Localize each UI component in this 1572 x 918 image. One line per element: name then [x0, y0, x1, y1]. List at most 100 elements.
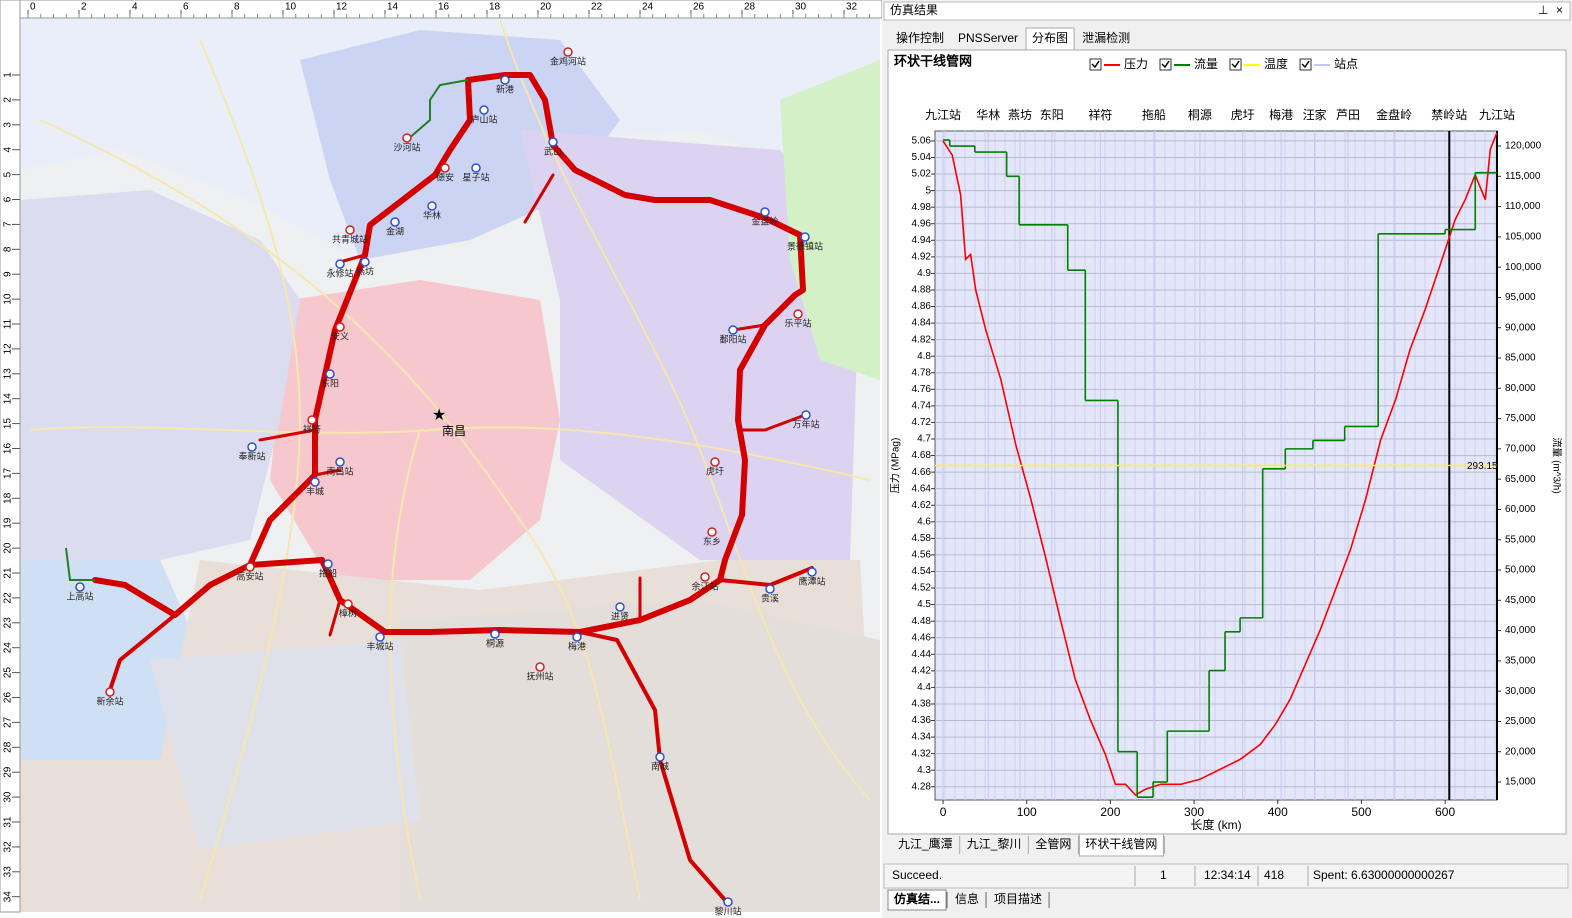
x-tick-label: 400 [1268, 805, 1288, 819]
station-marker[interactable] [572, 632, 582, 642]
station-marker[interactable] [75, 582, 85, 592]
station-marker[interactable] [310, 477, 320, 487]
station-marker[interactable] [105, 687, 115, 697]
station-marker[interactable] [335, 322, 345, 332]
station-marker[interactable] [793, 309, 803, 319]
station-marker[interactable] [427, 201, 437, 211]
status-bar: Succeed. 1 12:34:14 418 Spent: 6.63000000000… [883, 863, 1569, 889]
tab[interactable]: PNSServer [958, 31, 1018, 45]
station-marker[interactable] [655, 752, 665, 762]
legend-label: 站点 [1334, 57, 1358, 71]
station-label: 拖船 [1142, 108, 1166, 122]
task-tab-active [887, 889, 947, 911]
station-marker[interactable] [710, 457, 720, 467]
station-marker[interactable] [323, 559, 333, 569]
station-label: 拖船 [319, 567, 337, 578]
ruler-label: 17 [3, 467, 14, 479]
y2-tick-label: 60,000 [1505, 504, 1536, 515]
station-marker[interactable] [375, 632, 385, 642]
station-marker[interactable] [707, 527, 717, 537]
station-label: 万年站 [792, 418, 819, 429]
close-icon[interactable]: × [1556, 3, 1563, 17]
status-cell: 12:34:14 [1204, 868, 1251, 882]
ruler-label: 4 [3, 146, 14, 152]
ruler-label: 22 [591, 2, 603, 13]
ruler-label: 30 [3, 791, 14, 803]
station-marker[interactable] [800, 232, 810, 242]
station-marker[interactable] [335, 259, 345, 269]
station-marker[interactable] [563, 47, 573, 57]
station-marker[interactable] [760, 207, 770, 217]
value-label: 293.15 [1467, 461, 1498, 472]
station-marker[interactable] [335, 457, 345, 467]
ruler-label: 30 [795, 2, 807, 13]
y-tick-label: 4.52 [912, 583, 932, 594]
y-tick-label: 4.56 [912, 550, 932, 561]
station-label: 沙河站 [393, 141, 420, 152]
legend-checkbox[interactable] [1299, 58, 1312, 71]
sheet-tab[interactable]: 环状干线管网 [1085, 836, 1157, 851]
station-marker[interactable] [490, 629, 500, 639]
tab[interactable]: 泄漏检测 [1082, 30, 1130, 45]
station-marker[interactable] [479, 105, 489, 115]
station-marker[interactable] [615, 602, 625, 612]
station-marker[interactable] [548, 137, 558, 147]
station-marker[interactable] [728, 325, 738, 335]
y-tick-label: 4.68 [912, 450, 932, 461]
station-marker[interactable] [807, 567, 817, 577]
ruler-label: 24 [642, 2, 654, 13]
station-marker[interactable] [390, 217, 400, 227]
station-marker[interactable] [801, 410, 811, 420]
station-marker[interactable] [440, 163, 450, 173]
x-tick-label: 100 [1017, 805, 1037, 819]
x-tick-label: 600 [1435, 805, 1455, 819]
y-tick-label: 4.82 [912, 334, 932, 345]
x-tick-label: 200 [1100, 805, 1120, 819]
sheet-tab[interactable]: 九江_黎川 [967, 837, 1022, 851]
taskbar: 仿真结... 信息 项目描述 [887, 889, 1050, 911]
status-bg [883, 863, 1569, 889]
tabs: 操作控制 PNSServer 分布图 泄漏检测 [896, 27, 1130, 51]
station-marker[interactable] [471, 163, 481, 173]
task-tab[interactable]: 仿真结... [894, 891, 940, 906]
y-tick-label: 5.02 [912, 169, 932, 180]
station-marker[interactable] [343, 599, 353, 609]
station-label: 金盘岭 [1376, 107, 1412, 122]
station-marker[interactable] [500, 75, 510, 85]
station-label: 汪家 [1303, 107, 1327, 122]
chart-title: 环状干线管网 [894, 53, 972, 68]
station-label: 樟树 [339, 607, 357, 618]
station-marker[interactable] [245, 562, 255, 572]
station-marker[interactable] [247, 442, 257, 452]
legend-checkbox[interactable] [1089, 58, 1102, 71]
station-marker[interactable] [723, 897, 733, 907]
station-marker[interactable] [307, 415, 317, 425]
ruler-label: 16 [438, 2, 450, 13]
station-label: 新余站 [96, 695, 123, 706]
station-marker[interactable] [325, 369, 335, 379]
legend-checkbox[interactable] [1229, 58, 1242, 71]
legend-checkbox[interactable] [1159, 58, 1172, 71]
tab[interactable]: 分布图 [1032, 31, 1068, 45]
y-tick-label: 4.44 [912, 649, 932, 660]
ruler-label: 11 [3, 318, 14, 329]
ruler-label: 22 [3, 592, 14, 604]
ruler-label: 0 [30, 2, 36, 13]
station-marker[interactable] [360, 257, 370, 267]
task-tab[interactable]: 项目描述 [994, 892, 1042, 906]
station-marker[interactable] [535, 662, 545, 672]
station-marker[interactable] [765, 584, 775, 594]
sheet-tab[interactable]: 九江_鹰潭 [898, 836, 953, 851]
station-marker[interactable] [345, 225, 355, 235]
y2-tick-label: 30,000 [1505, 686, 1536, 697]
y-tick-label: 4.58 [912, 533, 932, 544]
station-marker[interactable] [402, 133, 412, 143]
station-marker[interactable] [700, 572, 710, 582]
pin-icon[interactable]: ⊥ [1538, 3, 1548, 17]
ruler-label: 4 [132, 2, 138, 13]
ruler-label: 6 [3, 196, 14, 202]
task-tab[interactable]: 信息 [955, 891, 979, 906]
tab[interactable]: 操作控制 [896, 30, 944, 45]
sheet-tab[interactable]: 全管网 [1035, 836, 1071, 851]
y2-axis-label: 流量 (m^3/h) [1550, 437, 1563, 493]
